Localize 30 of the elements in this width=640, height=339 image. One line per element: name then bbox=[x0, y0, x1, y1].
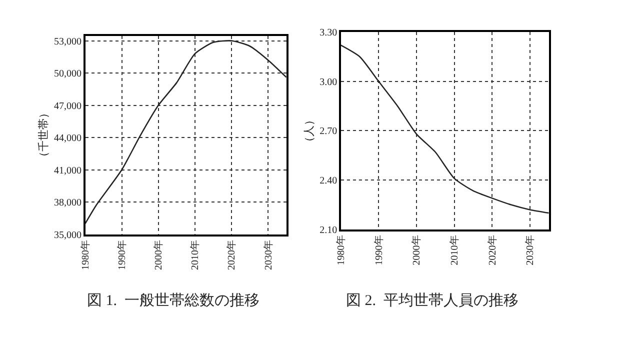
y-tick-label: 47,000 bbox=[54, 100, 82, 112]
x-tick-label: 2000年 bbox=[410, 235, 423, 266]
y-tick-label: 3.00 bbox=[320, 76, 338, 88]
x-tick-label: 2020年 bbox=[486, 235, 498, 266]
x-tick-label: 1980年 bbox=[335, 235, 348, 266]
y-tick-label: 53,000 bbox=[54, 36, 82, 48]
y-axis-title: （千世帯） bbox=[37, 108, 50, 163]
x-tick-label: 2010年 bbox=[448, 235, 461, 266]
x-tick-label: 2000年 bbox=[152, 240, 165, 270]
y-tick-label: 2.70 bbox=[320, 126, 338, 138]
x-tick-label: 1990年 bbox=[372, 235, 385, 266]
y-axis-title: （人） bbox=[304, 114, 316, 148]
y-tick-label: 50,000 bbox=[54, 68, 82, 80]
x-tick-label: 2010年 bbox=[189, 240, 202, 270]
text: 図 2. 平均世帯人員の推移 bbox=[346, 292, 518, 309]
x-tick-label: 1980年 bbox=[80, 240, 92, 270]
x-tick-label: 2030年 bbox=[262, 240, 274, 270]
y-tick-label: 3.30 bbox=[320, 28, 338, 39]
text: 図 1. 一般世帯総数の推移 bbox=[87, 292, 260, 309]
y-tick-label: 41,000 bbox=[54, 165, 82, 176]
line-series bbox=[85, 40, 286, 224]
y-tick-label: 38,000 bbox=[54, 198, 82, 209]
x-tick-label: 2030年 bbox=[524, 235, 536, 266]
y-tick-label: 2.40 bbox=[320, 176, 338, 187]
y-tick-label: 44,000 bbox=[54, 133, 82, 144]
line-series bbox=[340, 44, 549, 214]
x-tick-label: 2020年 bbox=[226, 240, 238, 270]
x-tick-label: 1990年 bbox=[116, 240, 128, 270]
y-tick-label: 2.10 bbox=[320, 224, 338, 236]
y-tick-label: 35,000 bbox=[54, 230, 82, 241]
